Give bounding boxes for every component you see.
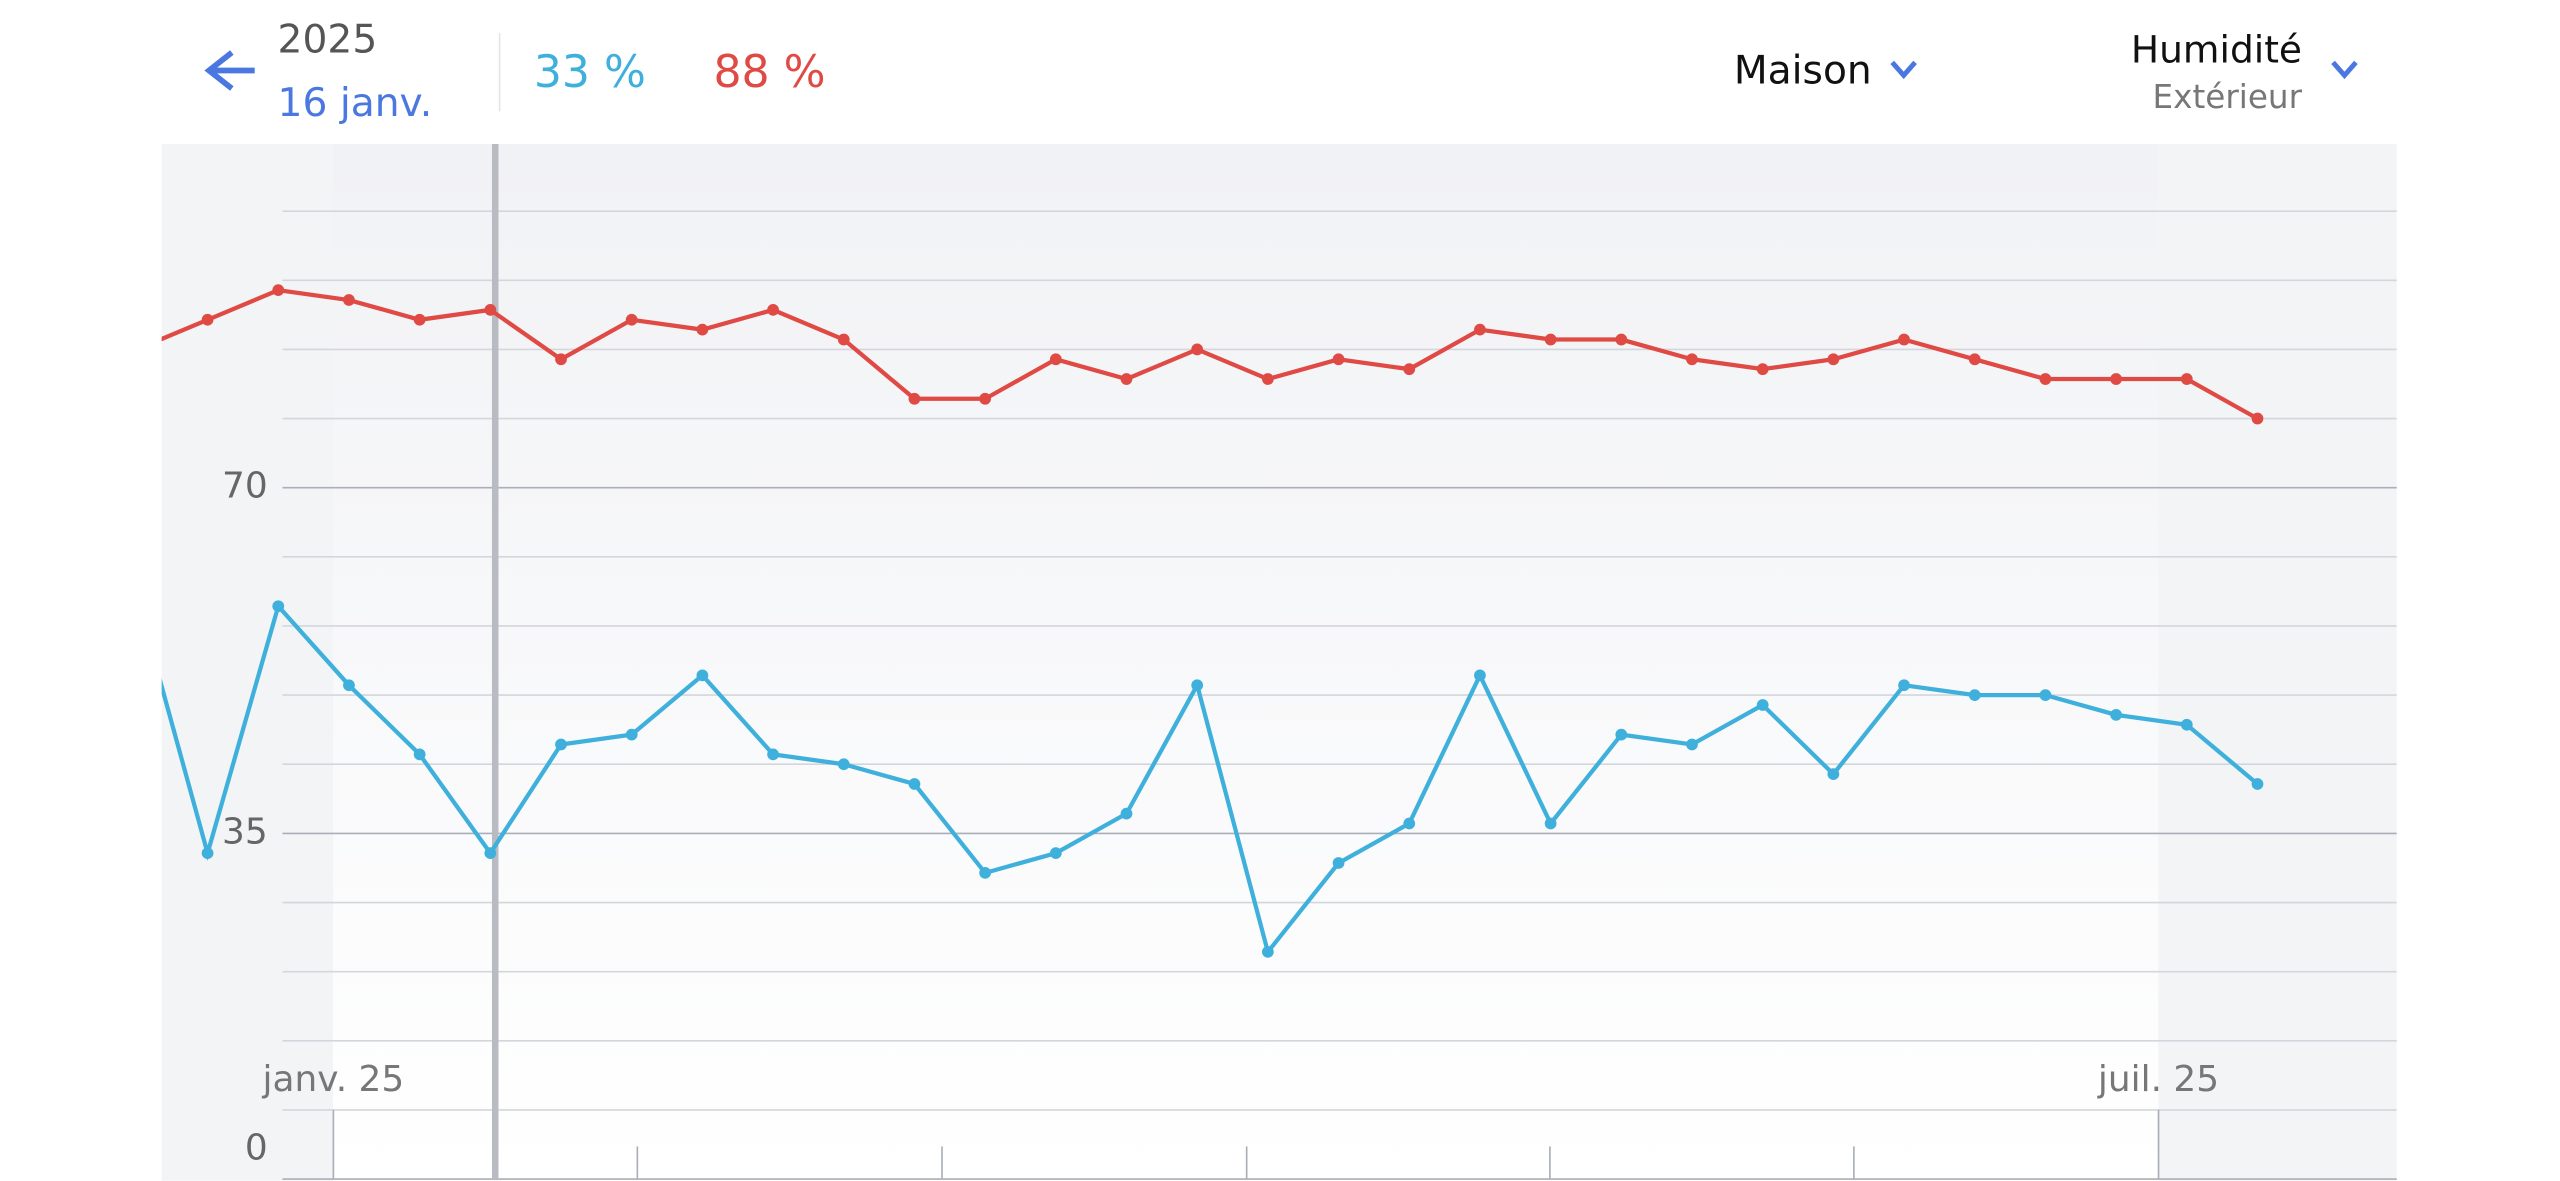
point	[1686, 738, 1698, 751]
point	[1615, 333, 1628, 346]
point	[1474, 669, 1486, 682]
point	[1049, 847, 1062, 860]
point	[131, 590, 143, 602]
point	[484, 847, 497, 860]
point	[2251, 778, 2264, 790]
point	[1049, 353, 1062, 366]
point	[1827, 353, 1840, 366]
point	[1686, 353, 1698, 366]
point	[413, 313, 426, 326]
point	[1191, 343, 1204, 356]
point	[696, 669, 709, 682]
point	[767, 304, 779, 316]
metric: Humidité	[2131, 27, 2302, 71]
point	[979, 867, 992, 879]
point	[908, 392, 921, 405]
point	[767, 748, 779, 761]
point	[2039, 373, 2052, 385]
point	[1968, 353, 1981, 366]
point	[2110, 708, 2122, 721]
series-group	[131, 284, 2264, 958]
point	[555, 353, 567, 366]
point	[696, 323, 709, 336]
year: 2025	[278, 18, 378, 63]
location-dropdown[interactable]: Maison	[1734, 49, 1917, 94]
point	[2180, 718, 2193, 731]
point	[1615, 728, 1628, 741]
point	[625, 313, 638, 326]
point	[1544, 817, 1557, 830]
point	[908, 778, 921, 790]
date: 16 janv.	[278, 81, 433, 126]
value-a: 33 %	[534, 47, 646, 98]
point	[272, 284, 285, 297]
point	[837, 758, 850, 771]
chart-range	[333, 143, 2159, 1181]
value-b: 88 %	[713, 47, 825, 98]
point	[1332, 353, 1345, 366]
point	[2180, 373, 2193, 385]
point	[1898, 333, 1910, 346]
point	[1474, 323, 1486, 336]
chevron	[1890, 60, 1917, 80]
point	[201, 847, 214, 860]
point	[1827, 768, 1840, 780]
point	[1120, 373, 1133, 385]
point	[1403, 363, 1416, 376]
point	[1898, 679, 1910, 692]
point	[1403, 817, 1416, 830]
point	[2110, 373, 2122, 385]
y-tick-label: 70	[222, 466, 268, 507]
point	[1756, 363, 1769, 376]
point	[2251, 412, 2264, 425]
point	[413, 748, 426, 761]
point	[1120, 807, 1133, 820]
point	[979, 392, 992, 405]
point	[625, 728, 638, 741]
point	[343, 294, 355, 306]
point	[1544, 333, 1557, 346]
point	[555, 738, 567, 751]
point	[272, 600, 285, 613]
point	[1191, 679, 1204, 692]
point	[1756, 699, 1769, 711]
sub-metric: Extérieur	[2153, 78, 2303, 116]
chevron	[2331, 60, 2358, 80]
x-tick-label: janv. 25	[262, 1059, 405, 1100]
x-tick-label: juil. 25	[2097, 1059, 2219, 1100]
point	[131, 344, 143, 356]
y-tick-label: 35	[222, 811, 268, 852]
point	[2039, 689, 2052, 701]
point	[837, 333, 850, 346]
point	[1332, 857, 1345, 869]
location: Maison	[1734, 49, 1872, 94]
point	[1261, 946, 1274, 958]
y-tick-label: 0	[245, 1128, 268, 1169]
point	[343, 679, 355, 692]
metric-dropdown[interactable]: Humidité Extérieur	[2131, 27, 2358, 116]
back-button[interactable]	[204, 50, 255, 91]
point	[1968, 689, 1981, 701]
point	[484, 304, 497, 316]
point	[201, 313, 214, 326]
point	[1261, 373, 1274, 385]
